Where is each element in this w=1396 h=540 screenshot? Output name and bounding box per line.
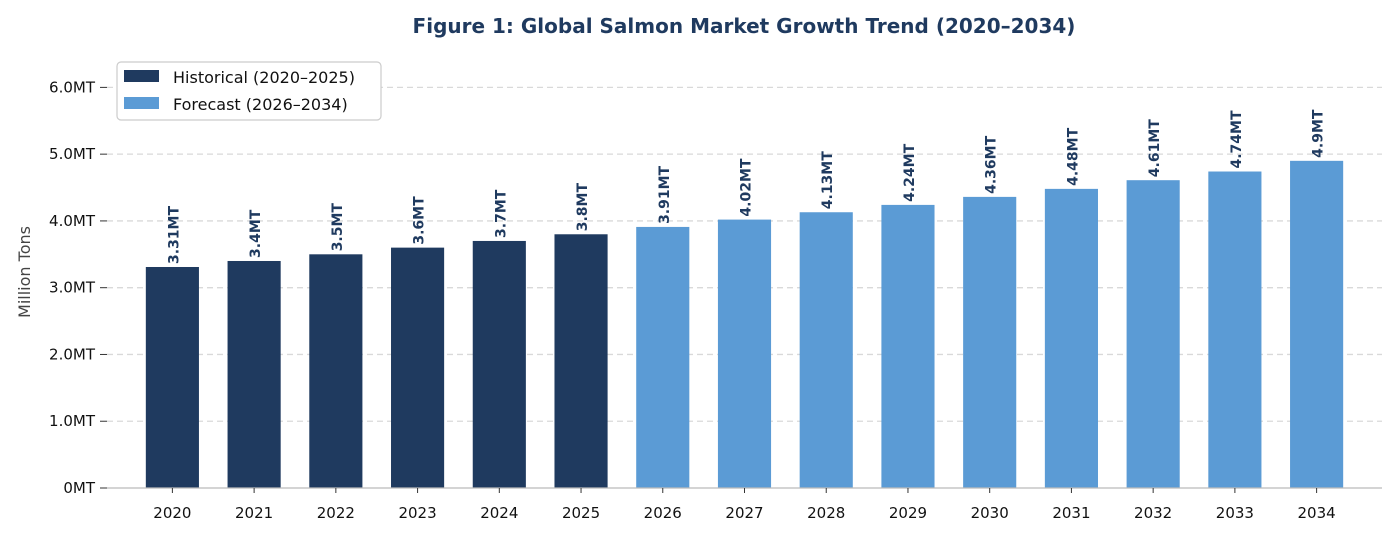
x-tick-label: 2026 — [644, 504, 682, 522]
data-label: 3.4MT — [248, 209, 264, 258]
x-tick-label: 2020 — [153, 504, 191, 522]
y-tick-label: 4.0MT — [49, 212, 96, 230]
legend-swatch — [124, 70, 159, 82]
bar — [881, 204, 935, 488]
data-label: 3.5MT — [330, 203, 346, 252]
x-tick-label: 2034 — [1298, 504, 1336, 522]
bar — [472, 240, 526, 488]
data-label: 4.9MT — [1311, 109, 1327, 158]
data-label: 3.6MT — [412, 196, 428, 245]
x-tick-label: 2027 — [725, 504, 763, 522]
x-tick-label: 2030 — [971, 504, 1009, 522]
bar — [1126, 180, 1180, 488]
x-tick-label: 2032 — [1134, 504, 1172, 522]
bar — [717, 219, 772, 488]
x-tick-label: 2023 — [398, 504, 436, 522]
x-tick-label: 2025 — [562, 504, 600, 522]
bar — [1208, 171, 1262, 488]
data-label: 3.31MT — [166, 206, 182, 264]
bar — [636, 226, 690, 488]
bar — [391, 247, 445, 488]
y-tick-label: 6.0MT — [49, 78, 96, 96]
bar — [799, 212, 853, 488]
x-tick-label: 2033 — [1216, 504, 1254, 522]
legend: Historical (2020–2025) Forecast (2026–203… — [116, 61, 382, 121]
bar — [309, 254, 363, 488]
data-label: 4.74MT — [1229, 110, 1245, 168]
bar — [1044, 188, 1098, 488]
x-tick-label: 2029 — [889, 504, 927, 522]
legend-swatch — [124, 97, 159, 109]
y-tick-label: 0MT — [63, 479, 95, 497]
x-tick-label: 2024 — [480, 504, 518, 522]
y-tick-label: 1.0MT — [49, 412, 96, 430]
data-label: 3.91MT — [657, 165, 673, 223]
y-tick-label: 2.0MT — [49, 345, 96, 363]
legend-box — [116, 61, 382, 121]
data-label: 4.36MT — [984, 135, 1000, 193]
data-label: 4.13MT — [820, 151, 836, 209]
data-label: 4.48MT — [1065, 127, 1081, 185]
x-tick-label: 2031 — [1052, 504, 1090, 522]
chart-title: Figure 1: Global Salmon Market Growth Tr… — [413, 14, 1076, 38]
x-tick-label: 2022 — [317, 504, 355, 522]
bar — [227, 260, 281, 488]
y-tick-label: 5.0MT — [49, 145, 96, 163]
data-label: 4.02MT — [739, 158, 755, 216]
x-tick-label: 2021 — [235, 504, 273, 522]
legend-label: Forecast (2026–2034) — [173, 95, 348, 114]
x-tick-label: 2028 — [807, 504, 845, 522]
bar — [554, 234, 608, 488]
data-label: 3.8MT — [575, 183, 591, 232]
bar — [963, 196, 1017, 488]
data-label: 4.24MT — [902, 143, 918, 201]
bar — [145, 266, 199, 488]
y-axis-label: Million Tons — [15, 226, 34, 318]
data-label: 4.61MT — [1147, 119, 1163, 177]
legend-label: Historical (2020–2025) — [173, 68, 355, 87]
data-label: 3.7MT — [493, 189, 509, 238]
bar — [1290, 160, 1344, 489]
y-tick-label: 3.0MT — [49, 279, 96, 297]
